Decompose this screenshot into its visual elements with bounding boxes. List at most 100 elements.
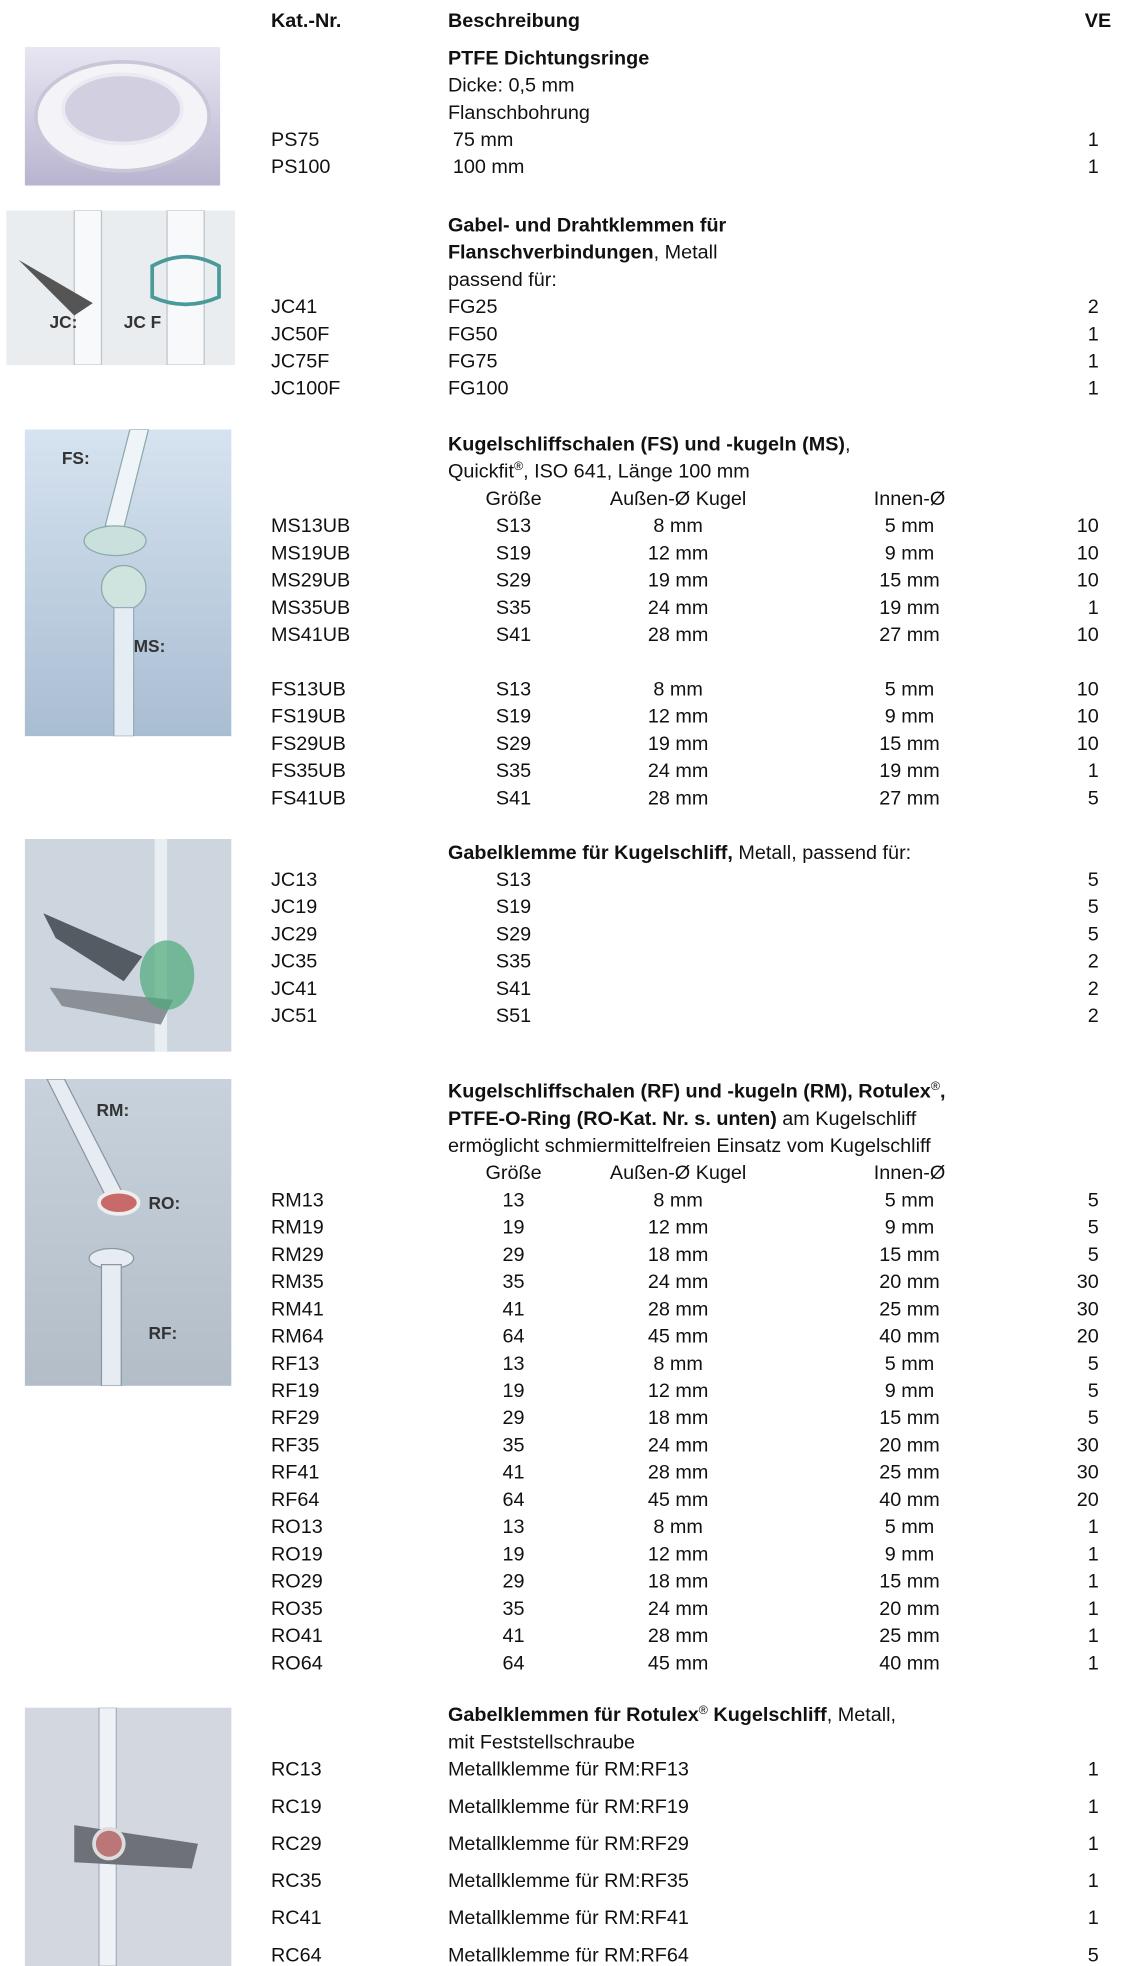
- cell: 40 mm: [879, 1489, 940, 1511]
- ve: 10: [1076, 733, 1099, 755]
- cell: 18 mm: [647, 1244, 709, 1266]
- text-span: ®: [698, 1703, 708, 1718]
- cell: 5 mm: [884, 1353, 935, 1375]
- cat-number: JC41: [270, 296, 318, 319]
- cell: S41: [495, 788, 532, 810]
- cell: 20 mm: [879, 1272, 940, 1294]
- cat-number: JC50F: [270, 324, 330, 346]
- photo: [24, 838, 232, 1052]
- cell: S19: [495, 543, 532, 565]
- text-span: ®: [930, 1080, 940, 1094]
- cell: S35: [495, 951, 532, 973]
- ve: 1: [1087, 1517, 1099, 1539]
- photo-label: RO:: [148, 1193, 180, 1213]
- cat-number: MS19UB: [270, 543, 351, 565]
- cell: 13: [502, 1517, 525, 1539]
- column-head: Größe: [485, 488, 542, 510]
- cell: S41: [495, 978, 532, 1000]
- cat-number: RF64: [270, 1489, 320, 1511]
- photo: [24, 47, 221, 186]
- cat-number: RF29: [270, 1408, 320, 1430]
- ve: 10: [1076, 679, 1099, 701]
- cat-number: RF13: [270, 1353, 320, 1375]
- ve: 1: [1087, 761, 1099, 783]
- cell: 41: [502, 1625, 525, 1647]
- cell: S13: [495, 869, 532, 891]
- ve: 1: [1087, 1653, 1099, 1675]
- text-span: Kugelschliff: [707, 1705, 827, 1727]
- ve: 20: [1076, 1489, 1099, 1511]
- cell: Metallklemme für RM:RF64: [447, 1945, 689, 1966]
- cat-number: FS13UB: [270, 679, 346, 701]
- cat-number: RC13: [270, 1759, 322, 1781]
- cell: 15 mm: [879, 1408, 940, 1430]
- cell: 9 mm: [884, 1544, 935, 1566]
- section-title: Gabel- und Drahtklemmen für: [448, 215, 726, 237]
- ve: 2: [1087, 978, 1099, 1000]
- photo-label: RF:: [148, 1323, 177, 1343]
- ve: 1: [1087, 597, 1099, 619]
- ve: 1: [1087, 129, 1099, 151]
- ve: 1: [1087, 1796, 1099, 1818]
- cat-number: PS75: [270, 129, 320, 151]
- section-title: Quickfit®, ISO 641, Länge 100 mm: [448, 461, 750, 484]
- ve: 5: [1087, 869, 1099, 891]
- cell: 19 mm: [647, 570, 709, 592]
- cell: 13: [502, 1353, 525, 1375]
- ve: 1: [1087, 1870, 1099, 1892]
- cell: 5 mm: [884, 679, 935, 701]
- ve: 5: [1087, 1217, 1099, 1239]
- ve: 5: [1087, 788, 1099, 810]
- cell: S19: [495, 706, 532, 728]
- cell: 9 mm: [884, 543, 935, 565]
- cell: 24 mm: [647, 761, 709, 783]
- ve: 30: [1076, 1272, 1099, 1294]
- ve: 1: [1087, 1544, 1099, 1566]
- cat-number: FS29UB: [270, 733, 346, 755]
- section-title: PTFE-O-Ring (RO-Kat. Nr. s. unten) am Ku…: [448, 1109, 916, 1131]
- cell: Metallklemme für RM:RF19: [447, 1796, 689, 1818]
- cell: 8 mm: [653, 515, 703, 538]
- ve: 5: [1087, 897, 1099, 919]
- cell: 9 mm: [884, 706, 935, 728]
- cell: 15 mm: [879, 1571, 940, 1593]
- ve: 5: [1087, 1353, 1099, 1375]
- cat-number: RF19: [270, 1380, 320, 1402]
- cat-number: RO19: [270, 1544, 323, 1566]
- cell: 20 mm: [879, 1435, 940, 1457]
- cell: 64: [502, 1326, 525, 1348]
- ve: 1: [1087, 1908, 1099, 1930]
- photo-label: MS:: [134, 636, 166, 656]
- ve: 2: [1087, 1006, 1099, 1028]
- text-span: passend für:: [447, 269, 557, 291]
- cell: 35: [502, 1272, 525, 1294]
- cat-number: JC13: [270, 869, 318, 891]
- ve: 10: [1076, 515, 1099, 538]
- ve: 1: [1087, 1571, 1099, 1593]
- photo-label: FS:: [62, 448, 90, 468]
- cell: 12 mm: [647, 543, 709, 565]
- cell: 75 mm: [452, 129, 514, 151]
- cat-number: RC19: [270, 1796, 322, 1818]
- cell: 45 mm: [647, 1326, 709, 1348]
- cell: 25 mm: [879, 1299, 940, 1321]
- cat-number: RO13: [270, 1517, 323, 1539]
- column-head: Außen-Ø Kugel: [609, 1163, 747, 1185]
- cell: 27 mm: [879, 788, 940, 810]
- ve: 5: [1087, 924, 1099, 946]
- cell: 24 mm: [647, 1598, 709, 1620]
- col-head: VE: [1084, 11, 1112, 33]
- cell: 35: [502, 1435, 525, 1457]
- cat-number: RC41: [270, 1908, 322, 1930]
- cat-number: JC19: [270, 897, 318, 919]
- cell: 18 mm: [647, 1571, 709, 1593]
- cat-number: FS35UB: [270, 761, 346, 783]
- cell: 15 mm: [879, 733, 940, 755]
- text-span: ,: [939, 1081, 946, 1103]
- cell: 5 mm: [884, 515, 935, 538]
- ve: 5: [1087, 1380, 1099, 1402]
- cell: 25 mm: [879, 1625, 940, 1647]
- cell: S29: [495, 570, 532, 592]
- text-span: ermöglicht schmiermittelfreien Einsatz v…: [447, 1135, 931, 1157]
